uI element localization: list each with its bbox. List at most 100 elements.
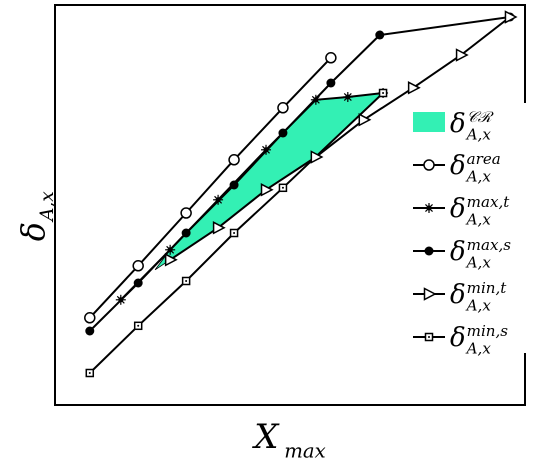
series-line: [89, 92, 384, 374]
marker: [85, 326, 95, 336]
marker: [261, 144, 272, 155]
marker: [212, 221, 226, 235]
label-superscript: max,s: [467, 236, 512, 254]
marker-shape: [428, 336, 430, 338]
marker-shape: [407, 81, 421, 95]
marker-shape: [263, 147, 269, 153]
legend-swatch: [413, 112, 445, 132]
label-subscript: A,x: [465, 167, 492, 185]
marker-shape: [133, 278, 143, 288]
marker: [85, 368, 95, 378]
marker-shape: [118, 297, 124, 303]
label-symbol: δ: [450, 151, 466, 181]
label-superscript: 𝒞ℛ: [467, 108, 495, 126]
marker: [164, 253, 178, 267]
series-line: [89, 16, 511, 332]
marker: [310, 150, 324, 164]
label-subscript: A,x: [465, 296, 492, 314]
marker: [180, 207, 192, 219]
marker-shape: [455, 48, 469, 62]
marker: [278, 183, 288, 193]
label-symbol: δ: [450, 280, 466, 310]
marker: [115, 294, 126, 305]
marker: [378, 88, 388, 98]
marker-shape: [504, 10, 518, 24]
marker: [132, 260, 144, 272]
marker-shape: [181, 228, 191, 238]
series-line: [89, 57, 332, 319]
marker: [278, 128, 288, 138]
label-subscript: max: [284, 440, 326, 463]
label-symbol: δ: [450, 323, 466, 353]
marker-shape: [132, 260, 144, 272]
label-superscript: max,t: [467, 193, 511, 211]
marker-shape: [260, 183, 274, 197]
marker-shape: [375, 30, 385, 40]
marker: [342, 92, 353, 102]
marker: [455, 48, 469, 62]
label-subscript: A,x: [465, 125, 492, 143]
marker: [424, 246, 434, 256]
marker-shape: [164, 253, 178, 267]
marker: [165, 244, 176, 255]
marker: [229, 180, 239, 190]
marker: [407, 81, 421, 95]
marker: [181, 228, 191, 238]
marker: [133, 278, 143, 288]
label-superscript: min,t: [467, 279, 508, 297]
marker-shape: [167, 247, 173, 253]
marker: [423, 287, 437, 301]
marker: [504, 10, 518, 24]
marker-shape: [229, 180, 239, 190]
marker-shape: [423, 287, 437, 301]
marker-shape: [326, 78, 336, 88]
y-axis-label: δA,x: [14, 191, 58, 242]
marker-shape: [88, 372, 91, 374]
marker-shape: [424, 246, 434, 256]
label-symbol: δ: [450, 109, 466, 139]
marker: [375, 30, 385, 40]
marker-shape: [310, 150, 324, 164]
marker-shape: [358, 113, 372, 127]
marker: [181, 276, 191, 286]
marker-shape: [84, 312, 96, 324]
marker-shape: [278, 128, 288, 138]
marker: [424, 203, 434, 213]
marker: [325, 52, 337, 64]
marker-shape: [277, 102, 289, 114]
marker: [310, 94, 321, 105]
marker-shape: [423, 159, 435, 171]
marker: [84, 312, 96, 324]
marker-shape: [228, 154, 240, 166]
label-subscript: A,x: [465, 210, 492, 228]
marker-shape: [426, 205, 432, 211]
label-symbol: δ: [450, 194, 466, 224]
plot-area: [84, 10, 518, 378]
marker-shape: [212, 221, 226, 235]
marker: [424, 332, 434, 342]
marker: [277, 102, 289, 114]
label-subscript: A,x: [37, 191, 58, 223]
marker-shape: [325, 52, 337, 64]
marker-shape: [215, 197, 221, 203]
marker-shape: [85, 326, 95, 336]
marker-shape: [382, 92, 385, 94]
marker: [326, 78, 336, 88]
marker: [133, 321, 143, 331]
marker: [229, 228, 239, 238]
series-line: [169, 16, 511, 261]
legend-box: [408, 103, 546, 353]
region: [154, 92, 385, 271]
label-superscript: area: [467, 150, 501, 168]
marker: [228, 154, 240, 166]
label-subscript: A,x: [465, 339, 492, 357]
marker: [423, 159, 435, 171]
marker: [358, 113, 372, 127]
marker-shape: [180, 207, 192, 219]
marker-shape: [137, 324, 140, 327]
marker-shape: [281, 186, 284, 189]
label-symbol: X: [251, 417, 280, 457]
